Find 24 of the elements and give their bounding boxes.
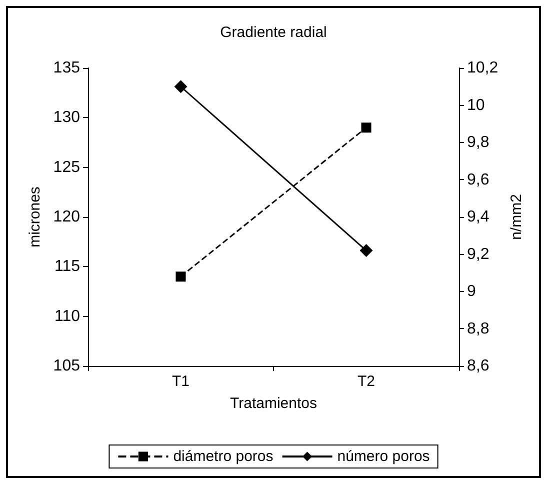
y2-tick-label: 9,4 [467, 208, 490, 226]
y-tick-label: 110 [54, 308, 80, 325]
x-axis-title: Tratamientos [230, 395, 317, 412]
y-tick-label: 135 [53, 60, 80, 76]
y2-tick-label: 9,8 [467, 134, 490, 151]
y-tick-label: 125 [53, 158, 80, 176]
y-tick-label: 105 [53, 358, 80, 374]
y2-axis-title: n/mm2 [508, 194, 526, 240]
y2-tick-label: 10 [467, 96, 485, 114]
x-tick-label: T2 [357, 373, 376, 390]
y2-tick-label: 8,6 [467, 358, 490, 374]
y-tick-label: 130 [53, 109, 80, 126]
legend-label: número poros [337, 448, 430, 465]
y2-tick-label: 10,2 [467, 60, 498, 76]
x-tick-label: T1 [172, 373, 190, 390]
legend-label: diámetro poros [173, 448, 274, 465]
y2-tick-label: 8,8 [467, 320, 490, 338]
y2-tick-label: 9,2 [467, 246, 490, 263]
y-tick-label: 120 [53, 208, 80, 226]
y2-tick-label: 9 [467, 283, 476, 300]
y2-tick-label: 9,6 [467, 171, 490, 188]
y-axis-title: micrones [26, 186, 44, 248]
chart-title: Gradiente radial [220, 24, 327, 41]
y-tick-label: 115 [54, 258, 80, 276]
